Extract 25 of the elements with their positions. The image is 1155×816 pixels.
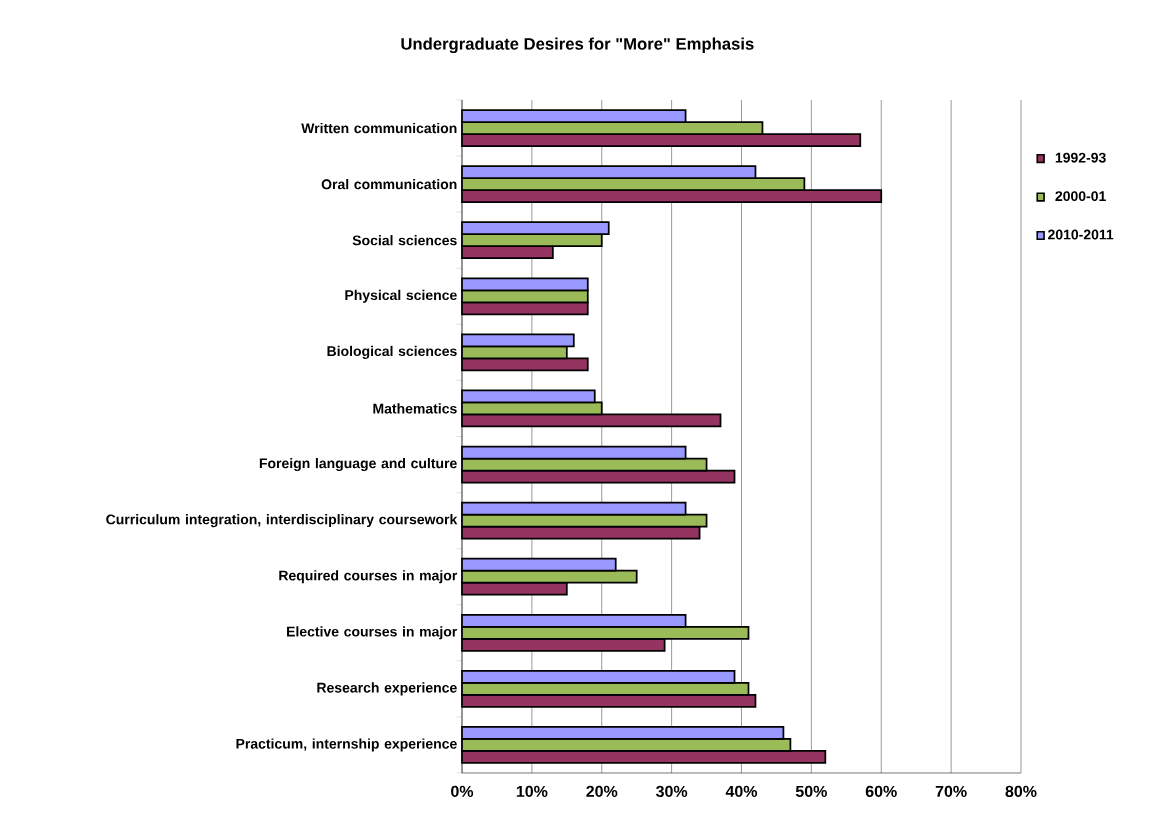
x-tick-label: 50% [795, 785, 827, 798]
y-tick-label: Required courses in major [279, 570, 458, 584]
x-tick-label: 80% [1005, 785, 1037, 798]
y-tick-label: Foreign language and culture [259, 457, 457, 472]
y-tick-label: Biological sciences [327, 345, 457, 359]
legend-label: 1992-93 [1055, 152, 1106, 163]
y-tick-label: Research experience [317, 682, 457, 696]
y-tick-label: Oral communication [321, 178, 457, 190]
y-tick-label: Written communication [301, 122, 457, 134]
y-tick-label: Elective courses in major [287, 626, 458, 640]
legend-label: 2010-2011 [1048, 229, 1114, 240]
x-tick-label: 0% [451, 785, 474, 798]
y-tick-label: Social sciences [352, 235, 457, 246]
x-tick-label: 10% [516, 785, 548, 798]
x-tick-label: 60% [865, 785, 897, 798]
x-tick-label: 70% [935, 785, 967, 798]
y-tick-label: Practicum, internship experience [236, 738, 457, 752]
x-tick-label: 40% [725, 785, 758, 798]
y-tick-label: Physical science [345, 289, 457, 303]
y-tick-label: Curriculum integration, interdisciplinary coursework [106, 514, 458, 528]
x-tick-label: 30% [655, 785, 688, 798]
y-tick-label: Mathematics [373, 403, 457, 414]
x-tick-label: 20% [586, 785, 618, 798]
chart-title: Undergraduate Desires for "More" Emphasis [401, 37, 754, 54]
legend-label: 2000-01 [1055, 191, 1106, 202]
